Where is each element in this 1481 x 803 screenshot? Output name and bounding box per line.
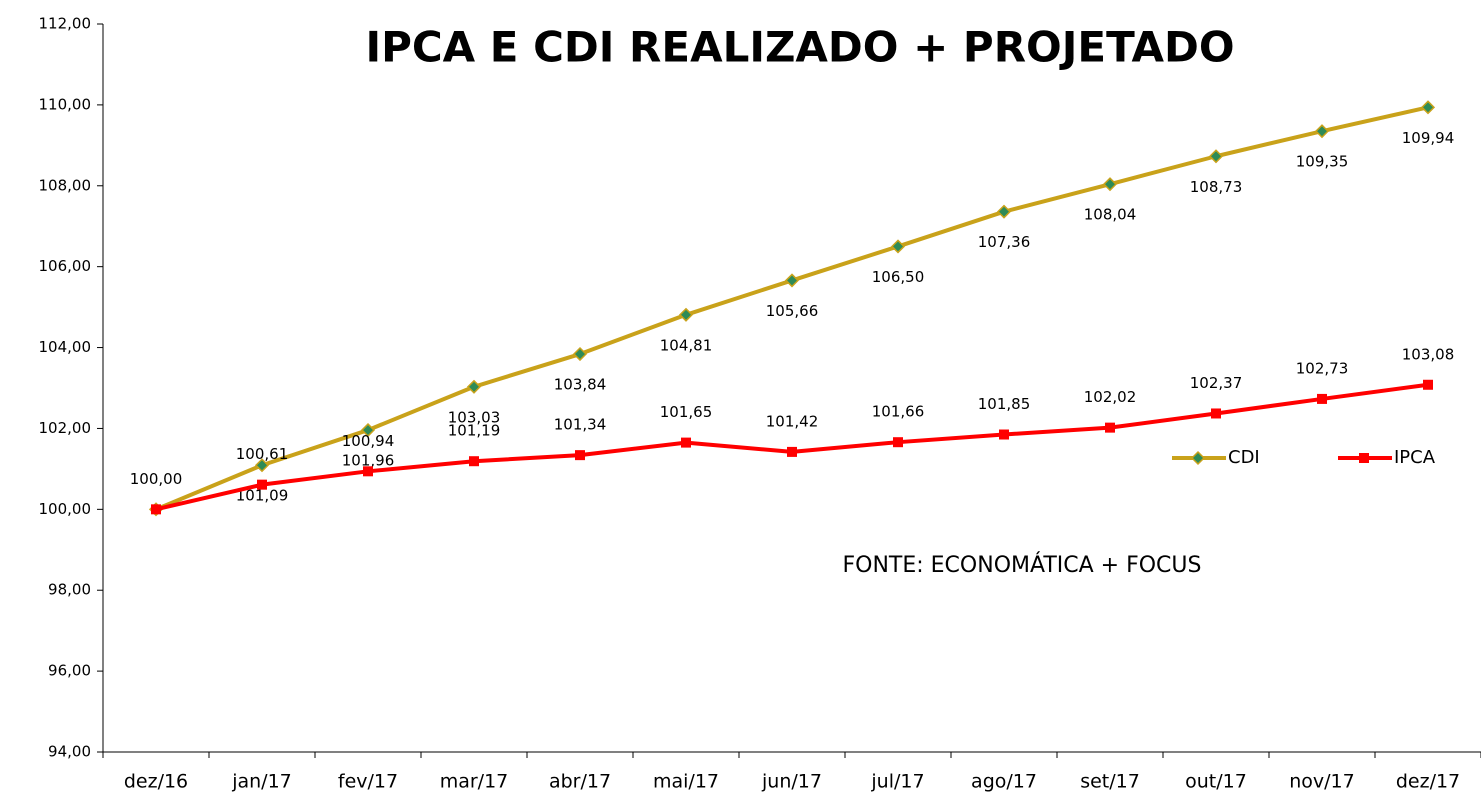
point-marker (681, 437, 691, 448)
x-tick-label: ago/17 (971, 771, 1037, 793)
point-marker (466, 379, 482, 394)
point-marker (254, 458, 270, 473)
point-marker (469, 456, 479, 467)
point-marker (996, 204, 1012, 219)
x-tick-label: mar/17 (440, 771, 509, 793)
point-marker (890, 239, 906, 254)
point-marker (1208, 149, 1224, 164)
data-label: 105,66 (766, 302, 819, 320)
data-label: 101,42 (766, 412, 819, 430)
data-label: 103,84 (554, 376, 607, 394)
point-marker (1420, 100, 1436, 115)
point-marker (363, 466, 373, 477)
data-label: 101,66 (872, 403, 925, 421)
point-marker (999, 429, 1009, 440)
data-label: 108,73 (1190, 178, 1243, 196)
point-marker (893, 437, 903, 448)
data-label: 104,81 (660, 336, 713, 354)
x-tick-label: jun/17 (761, 771, 822, 793)
point-marker (1314, 124, 1330, 139)
point-marker (151, 504, 161, 515)
x-tick-label: jul/17 (870, 771, 924, 793)
data-label: 106,50 (872, 268, 925, 286)
data-label: 100,94 (342, 432, 395, 450)
y-tick-label: 110,00 (39, 95, 92, 113)
data-label: 103,03 (448, 408, 501, 426)
y-tick-label: 106,00 (39, 257, 92, 275)
data-label: 101,85 (978, 395, 1031, 413)
point-marker (1317, 393, 1327, 404)
x-tick-label: nov/17 (1289, 771, 1355, 793)
y-tick-label: 98,00 (48, 581, 91, 599)
point-marker (572, 346, 588, 362)
data-label: 103,08 (1402, 345, 1455, 363)
y-tick-label: 102,00 (39, 419, 92, 437)
point-marker (1102, 177, 1118, 192)
x-tick-label: dez/17 (1396, 771, 1460, 793)
x-tick-label: set/17 (1080, 771, 1140, 793)
point-marker (678, 307, 694, 322)
x-tick-label: dez/16 (124, 771, 188, 793)
source-note: FONTE: ECONOMÁTICA + FOCUS (842, 552, 1201, 578)
data-label: 109,94 (1402, 129, 1455, 147)
data-label: 102,02 (1084, 388, 1137, 406)
legend-label: CDI (1228, 447, 1260, 468)
y-tick-label: 96,00 (48, 662, 91, 680)
data-label: 101,09 (236, 487, 289, 505)
data-label: 101,96 (342, 452, 395, 470)
point-marker (257, 479, 267, 490)
x-tick-label: out/17 (1185, 771, 1247, 793)
x-tick-label: jan/17 (231, 771, 292, 793)
point-marker (1423, 379, 1433, 390)
y-tick-label: 108,00 (39, 176, 92, 194)
chart-title: IPCA E CDI REALIZADO + PROJETADO (365, 23, 1234, 72)
point-marker (784, 273, 800, 288)
y-tick-label: 104,00 (39, 338, 92, 356)
point-marker (787, 446, 797, 457)
x-tick-label: mai/17 (653, 771, 719, 793)
x-tick-label: fev/17 (338, 771, 398, 793)
data-label: 107,36 (978, 233, 1031, 251)
legend-marker (1190, 450, 1206, 466)
y-tick-label: 100,00 (39, 500, 92, 518)
x-tick-label: abr/17 (549, 771, 611, 793)
legend-label: IPCA (1394, 447, 1436, 468)
y-tick-label: 94,00 (48, 743, 91, 761)
point-marker (1105, 422, 1115, 433)
legend-marker (1359, 453, 1369, 463)
data-label: 101,65 (660, 403, 713, 421)
data-label: 109,35 (1296, 153, 1349, 171)
data-label: 100,61 (236, 445, 289, 463)
data-label: 101,34 (554, 416, 607, 434)
data-label: 101,19 (448, 422, 501, 440)
data-label: 108,04 (1084, 206, 1137, 224)
point-marker (360, 423, 376, 438)
y-tick-label: 112,00 (39, 15, 92, 33)
point-marker (1211, 408, 1221, 419)
data-label: 100,00 (130, 470, 183, 488)
data-label: 102,73 (1296, 359, 1349, 377)
data-label: 102,37 (1190, 374, 1243, 392)
point-marker (575, 450, 585, 461)
